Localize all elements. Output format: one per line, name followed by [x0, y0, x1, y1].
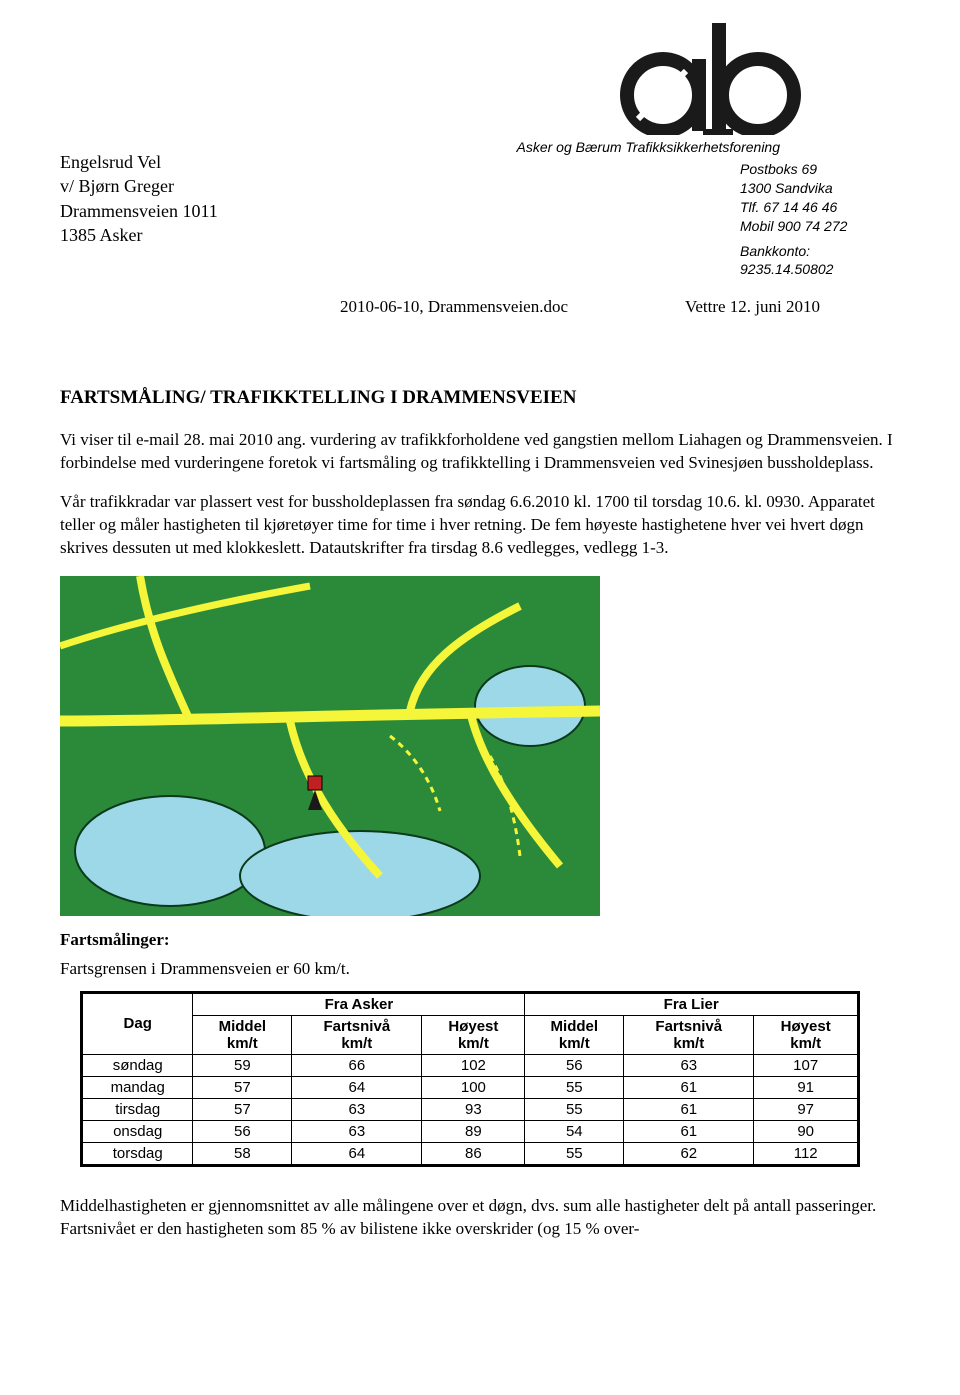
table-cell: 59 [193, 1054, 292, 1076]
table-cell: 63 [292, 1098, 422, 1120]
table-cell: tirsdag [82, 1098, 193, 1120]
th-from-asker: Fra Asker [193, 992, 525, 1015]
table-cell: 56 [525, 1054, 624, 1076]
logo-caption: Asker og Bærum Trafikksikkerhetsforening [517, 139, 781, 155]
sender-line: v/ Bjørn Greger [60, 174, 218, 198]
contact-line: 9235.14.50802 [740, 260, 880, 279]
sender-address: Engelsrud Vel v/ Bjørn Greger Drammensve… [60, 150, 218, 247]
table-row: tirsdag576393556197 [82, 1098, 859, 1120]
table-cell: 55 [525, 1142, 624, 1165]
table-cell: 102 [422, 1054, 525, 1076]
contact-line: 1300 Sandvika [740, 179, 880, 198]
paragraph-intro: Vi viser til e-mail 28. mai 2010 ang. vu… [60, 429, 900, 475]
doc-reference-row: 2010-06-10, Drammensveien.doc Vettre 12.… [60, 297, 900, 317]
contact-block: Postboks 69 1300 Sandvika Tlf. 67 14 46 … [740, 160, 880, 279]
page-title: FARTSMÅLING/ TRAFIKKTELLING I DRAMMENSVE… [60, 387, 900, 409]
table-cell: 63 [624, 1054, 754, 1076]
table-cell: mandag [82, 1076, 193, 1098]
table-cell: 61 [624, 1120, 754, 1142]
table-cell: 55 [525, 1098, 624, 1120]
table-cell: 57 [193, 1076, 292, 1098]
table-cell: 55 [525, 1076, 624, 1098]
trailer-paragraph: Middelhastigheten er gjennomsnittet av a… [60, 1195, 900, 1241]
table-cell: 66 [292, 1054, 422, 1076]
ab-logo-icon [608, 15, 808, 135]
doc-filename: 2010-06-10, Drammensveien.doc [340, 297, 568, 317]
table-cell: 56 [193, 1120, 292, 1142]
contact-line: Bankkonto: [740, 242, 880, 261]
th-fartsniva-a: Fartsnivåkm/t [292, 1015, 422, 1054]
speed-heading: Fartsmålinger: [60, 930, 900, 950]
logo-block: Asker og Bærum Trafikksikkerhetsforening [517, 15, 901, 155]
table-cell: 64 [292, 1142, 422, 1165]
sender-line: Engelsrud Vel [60, 150, 218, 174]
table-row: søndag59661025663107 [82, 1054, 859, 1076]
header: Asker og Bærum Trafikksikkerhetsforening… [60, 30, 900, 247]
table-cell: 107 [754, 1054, 859, 1076]
speed-table-body: søndag59661025663107mandag5764100556191t… [82, 1054, 859, 1165]
speed-table: Dag Fra Asker Fra Lier Middelkm/t Fartsn… [80, 991, 860, 1167]
paragraph-method: Vår trafikkradar var plassert vest for b… [60, 491, 900, 560]
table-cell: 90 [754, 1120, 859, 1142]
table-cell: 63 [292, 1120, 422, 1142]
table-cell: 54 [525, 1120, 624, 1142]
th-from-lier: Fra Lier [525, 992, 859, 1015]
table-cell: søndag [82, 1054, 193, 1076]
table-row: onsdag566389546190 [82, 1120, 859, 1142]
th-middel-l: Middelkm/t [525, 1015, 624, 1054]
document-page: Asker og Bærum Trafikksikkerhetsforening… [0, 0, 960, 1297]
table-cell: 91 [754, 1076, 859, 1098]
contact-line: Mobil 900 74 272 [740, 217, 880, 236]
contact-line: Tlf. 67 14 46 46 [740, 198, 880, 217]
doc-place-date: Vettre 12. juni 2010 [685, 297, 820, 317]
table-cell: 100 [422, 1076, 525, 1098]
sender-line: 1385 Asker [60, 223, 218, 247]
table-cell: torsdag [82, 1142, 193, 1165]
th-fartsniva-l: Fartsnivåkm/t [624, 1015, 754, 1054]
th-hoyest-l: Høyestkm/t [754, 1015, 859, 1054]
map-image [60, 576, 600, 916]
speed-limit-line: Fartsgrensen i Drammensveien er 60 km/t. [60, 958, 900, 981]
table-cell: 61 [624, 1076, 754, 1098]
table-cell: 64 [292, 1076, 422, 1098]
table-cell: 62 [624, 1142, 754, 1165]
th-hoyest-a: Høyestkm/t [422, 1015, 525, 1054]
table-row: mandag5764100556191 [82, 1076, 859, 1098]
th-middel-a: Middelkm/t [193, 1015, 292, 1054]
table-cell: 97 [754, 1098, 859, 1120]
table-row: torsdag5864865562112 [82, 1142, 859, 1165]
table-cell: 89 [422, 1120, 525, 1142]
table-cell: onsdag [82, 1120, 193, 1142]
table-cell: 86 [422, 1142, 525, 1165]
table-cell: 93 [422, 1098, 525, 1120]
contact-line: Postboks 69 [740, 160, 880, 179]
table-cell: 112 [754, 1142, 859, 1165]
table-cell: 57 [193, 1098, 292, 1120]
sender-line: Drammensveien 1011 [60, 199, 218, 223]
table-cell: 58 [193, 1142, 292, 1165]
th-day: Dag [82, 992, 193, 1054]
table-cell: 61 [624, 1098, 754, 1120]
